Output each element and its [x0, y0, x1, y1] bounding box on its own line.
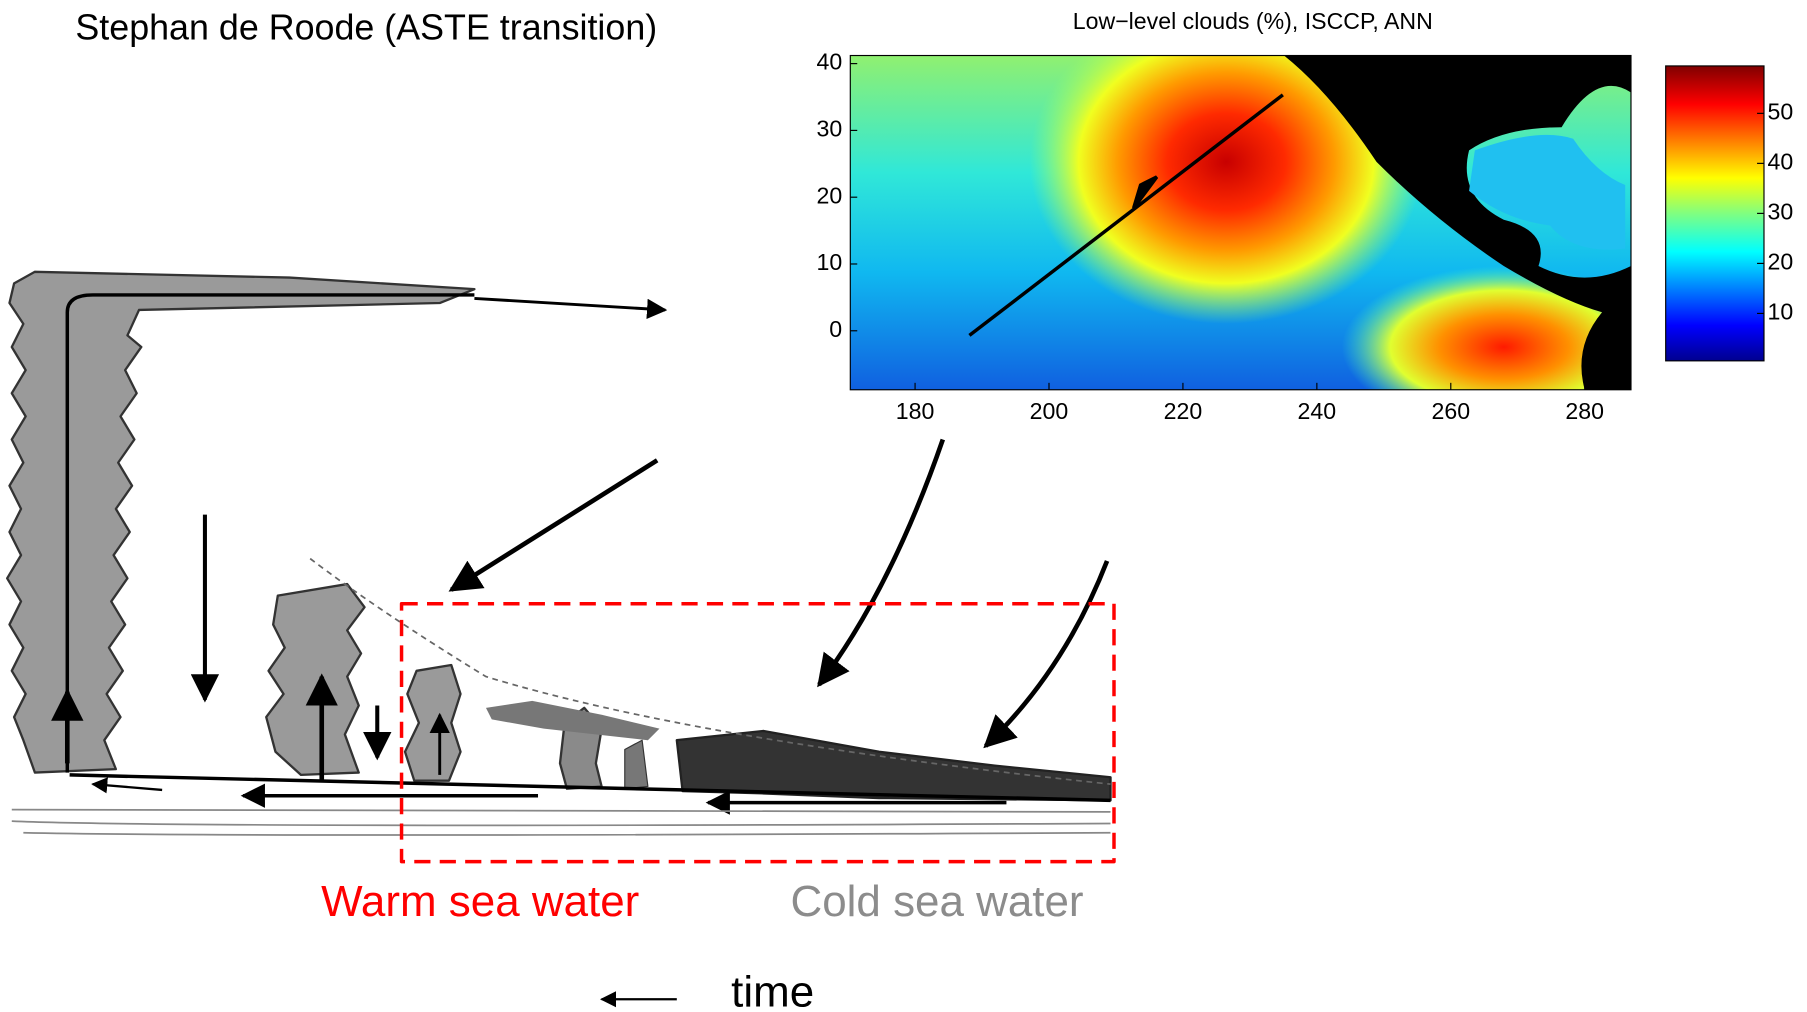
y-tick-label: 20: [816, 182, 842, 208]
shape: [1341, 266, 1631, 390]
colorbar-tick-label: 50: [1767, 98, 1793, 124]
shape: [1665, 65, 1765, 362]
warm-label: Warm sea water: [321, 877, 639, 926]
x-tick-label: 280: [1565, 398, 1604, 424]
shape: [485, 700, 660, 741]
colorbar-tick-label: 40: [1767, 148, 1793, 174]
highlight-box: [399, 601, 1116, 864]
x-tick-label: 220: [1164, 398, 1203, 424]
x-tick-label: 200: [1030, 398, 1069, 424]
shape: [403, 663, 462, 782]
x-tick-label: 260: [1431, 398, 1470, 424]
shape: [850, 55, 1631, 390]
shape: [265, 582, 366, 777]
shape: [448, 458, 659, 592]
shape: [1131, 175, 1159, 210]
shape: [69, 773, 1111, 803]
y-tick-label: 10: [816, 249, 842, 275]
shape: [11, 808, 1111, 836]
y-tick-label: 40: [816, 49, 842, 75]
time-label: time: [731, 967, 814, 1012]
x-tick-label: 180: [896, 398, 935, 424]
shape: [968, 93, 1284, 337]
cold-label: Cold sea water: [791, 877, 1084, 926]
map-title: Low−level clouds (%), ISCCP, ANN: [1073, 8, 1433, 34]
shape: [1284, 55, 1631, 390]
colorbar-tick-label: 30: [1767, 198, 1793, 224]
cloud-diagram: [6, 270, 1116, 864]
y-tick-label: 0: [829, 316, 842, 342]
colorbar-tick-label: 10: [1767, 299, 1793, 325]
y-tick-label: 30: [816, 116, 842, 142]
shape: [817, 438, 946, 688]
shape: [849, 54, 1632, 391]
shape: [1029, 55, 1423, 324]
shape: [983, 560, 1110, 749]
shape: [91, 777, 163, 794]
x-tick-label: 240: [1298, 398, 1337, 424]
shape: [624, 739, 649, 790]
shape: [6, 270, 476, 774]
colorbar-tick-label: 20: [1767, 249, 1793, 275]
shape: [309, 557, 1111, 786]
shape: [65, 293, 475, 773]
shape: 180 200 220 240 260 280 0 10 20 30 40 10 20 30 40 50: [816, 49, 1793, 424]
cloud-map: Low−level clouds (%), ISCCP, ANN 180 200 2…: [816, 8, 1793, 424]
shape: [1469, 134, 1626, 250]
shape: [474, 296, 668, 319]
slide-title: Stephan de Roode (ASTE transition): [75, 7, 657, 47]
